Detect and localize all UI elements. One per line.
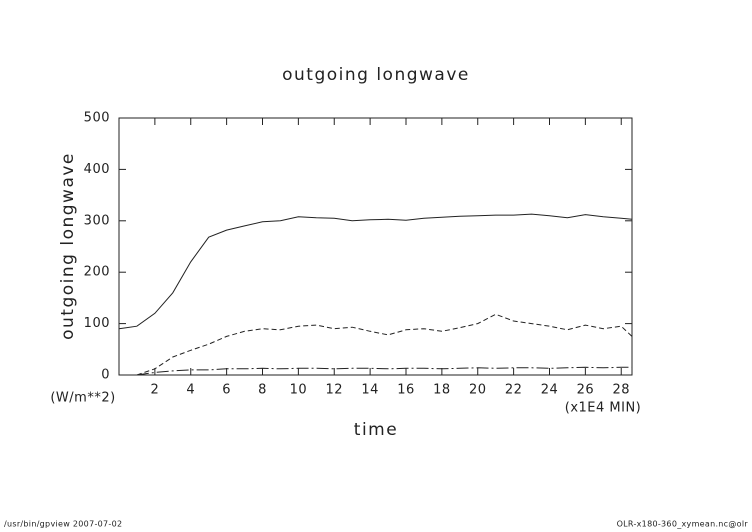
plot-frame (118, 117, 633, 376)
x-tick-label: 2 (150, 383, 159, 398)
x-unit: (x1E4 MIN) (565, 401, 642, 416)
x-tick-label: 20 (469, 383, 487, 398)
y-tick-label: 100 (84, 316, 110, 331)
x-tick-label: 8 (258, 383, 267, 398)
x-tick-label: 12 (325, 383, 343, 398)
y-tick-label: 400 (84, 162, 110, 177)
x-tick-label: 24 (541, 383, 559, 398)
x-tick-label: 28 (612, 383, 630, 398)
y-unit: (W/m**2) (50, 391, 115, 406)
x-tick-label: 10 (290, 383, 308, 398)
y-axis-label: outgoing longwave (58, 152, 78, 340)
footer-right: OLR-x180-360_xymean.nc@olr (617, 520, 749, 529)
x-tick-label: 18 (433, 383, 451, 398)
x-tick-label: 4 (186, 383, 195, 398)
x-tick-label: 22 (505, 383, 523, 398)
chart-title: outgoing longwave (282, 65, 470, 85)
x-axis-label: time (354, 420, 398, 440)
series-line (136, 366, 632, 376)
y-tick-label: 0 (101, 368, 110, 383)
series-line (118, 213, 633, 330)
y-tick-label: 300 (84, 213, 110, 228)
x-tick-label: 16 (397, 383, 415, 398)
series-line (136, 313, 633, 376)
x-tick-label: 14 (361, 383, 379, 398)
y-tick-label: 500 (84, 111, 110, 126)
x-tick-label: 6 (222, 383, 231, 398)
x-tick-label: 26 (577, 383, 595, 398)
footer-left: /usr/bin/gpview 2007-07-02 (4, 520, 122, 529)
y-tick-label: 200 (84, 265, 110, 280)
